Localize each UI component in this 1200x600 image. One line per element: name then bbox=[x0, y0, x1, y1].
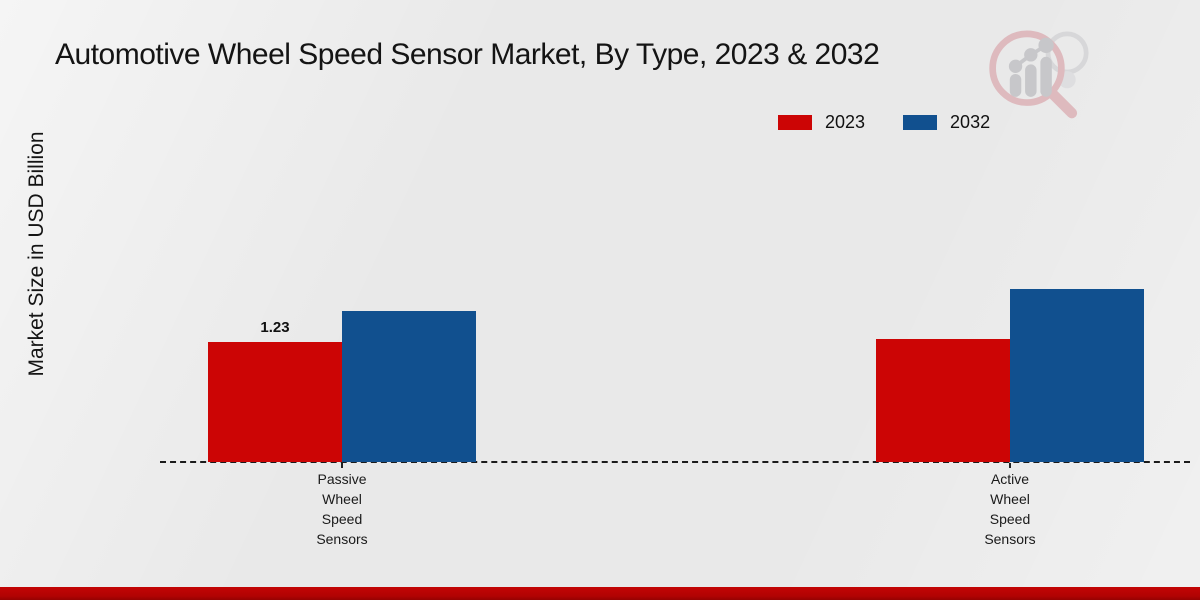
legend-label: 2032 bbox=[950, 112, 991, 132]
bar-chart-magnifier-icon bbox=[989, 30, 1089, 119]
x-axis-category-label-line: Wheel bbox=[322, 491, 362, 507]
bar-2032-passive-wheel-speed-sensors bbox=[342, 311, 476, 462]
x-axis-category-label-line: Speed bbox=[989, 511, 1031, 527]
bar-group-passive-wheel-speed-sensors: 1.23 bbox=[208, 311, 476, 462]
legend-swatch bbox=[778, 115, 812, 130]
legend: 2023 2032 bbox=[778, 112, 990, 133]
bar-value-label: 1.23 bbox=[260, 319, 290, 336]
bar-group-active-wheel-speed-sensors bbox=[876, 289, 1144, 462]
legend-label: 2023 bbox=[825, 112, 866, 132]
x-axis-category-label: Active Wheel Speed Sensors bbox=[935, 469, 1085, 549]
legend-item-2032: 2032 bbox=[903, 112, 990, 133]
chart-title: Automotive Wheel Speed Sensor Market, By… bbox=[55, 38, 880, 71]
x-axis-category-label-line: Active bbox=[990, 471, 1030, 487]
x-axis-tick bbox=[341, 463, 343, 468]
x-axis-category-label-line: Passive bbox=[317, 471, 367, 487]
x-axis-category-label-line: Speed bbox=[321, 511, 363, 527]
x-axis-tick bbox=[1009, 463, 1011, 468]
x-axis-category-label-line: Sensors bbox=[984, 531, 1036, 547]
x-axis-category-label-line: Sensors bbox=[316, 531, 368, 547]
bottom-red-band bbox=[0, 587, 1200, 600]
bar-2023-passive-wheel-speed-sensors: 1.23 bbox=[208, 319, 342, 462]
legend-item-2023: 2023 bbox=[778, 112, 865, 133]
x-axis-baseline bbox=[160, 461, 1190, 463]
bar-2023-active-wheel-speed-sensors bbox=[876, 339, 1010, 462]
legend-swatch bbox=[903, 115, 938, 130]
bar-2032-active-wheel-speed-sensors bbox=[1010, 289, 1144, 462]
x-axis-category-label-line: Wheel bbox=[990, 491, 1030, 507]
x-axis-category-label: Passive Wheel Speed Sensors bbox=[267, 469, 417, 549]
